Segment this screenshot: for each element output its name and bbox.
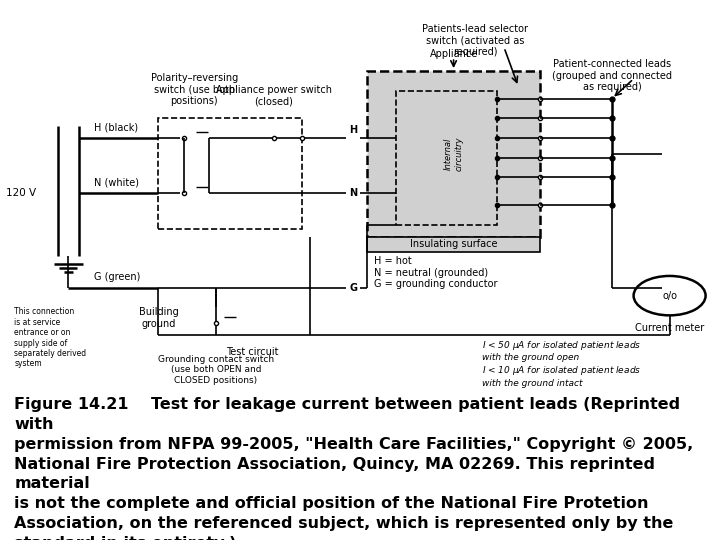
Text: Patient-connected leads
(grouped and connected
as required): Patient-connected leads (grouped and con… — [552, 59, 672, 92]
Text: Internal
circuitry: Internal circuitry — [444, 137, 463, 171]
Text: H: H — [349, 125, 357, 135]
Text: Appliance power switch
(closed): Appliance power switch (closed) — [215, 85, 332, 106]
Text: Patients-lead selector
switch (activated as
required): Patients-lead selector switch (activated… — [422, 24, 528, 57]
Text: Building
ground: Building ground — [138, 307, 179, 329]
Text: Current meter: Current meter — [635, 323, 704, 333]
Text: Insulating surface: Insulating surface — [410, 239, 498, 249]
Bar — [396, 91, 497, 225]
Bar — [367, 71, 540, 237]
Text: Figure 14.21    Test for leakage current between patient leads (Reprinted with
p: Figure 14.21 Test for leakage current be… — [14, 397, 693, 540]
Text: G (green): G (green) — [94, 272, 140, 282]
Text: 120 V: 120 V — [6, 188, 36, 198]
Text: Grounding contact switch
(use both OPEN and
CLOSED positions): Grounding contact switch (use both OPEN … — [158, 355, 274, 384]
Text: o/o: o/o — [662, 291, 677, 301]
Text: This connection
is at service
entrance or on
supply side of
separately derived
s: This connection is at service entrance o… — [14, 307, 86, 368]
Text: Test circuit: Test circuit — [226, 347, 278, 357]
Text: N: N — [349, 188, 357, 198]
Text: $I$ < 50 $\mu$A for isolated patient leads
with the ground open
$I$ < 10 $\mu$A : $I$ < 50 $\mu$A for isolated patient lea… — [482, 339, 642, 388]
Bar — [367, 237, 540, 252]
Bar — [158, 118, 302, 228]
Text: Polarity–reversing
switch (use both
positions): Polarity–reversing switch (use both posi… — [150, 73, 238, 106]
Text: G: G — [349, 283, 357, 293]
Text: H = hot
N = neutral (grounded)
G = grounding conductor: H = hot N = neutral (grounded) G = groun… — [374, 256, 498, 289]
Text: N (white): N (white) — [94, 177, 139, 187]
Text: Appliance: Appliance — [429, 49, 478, 59]
Text: H (black): H (black) — [94, 122, 138, 132]
